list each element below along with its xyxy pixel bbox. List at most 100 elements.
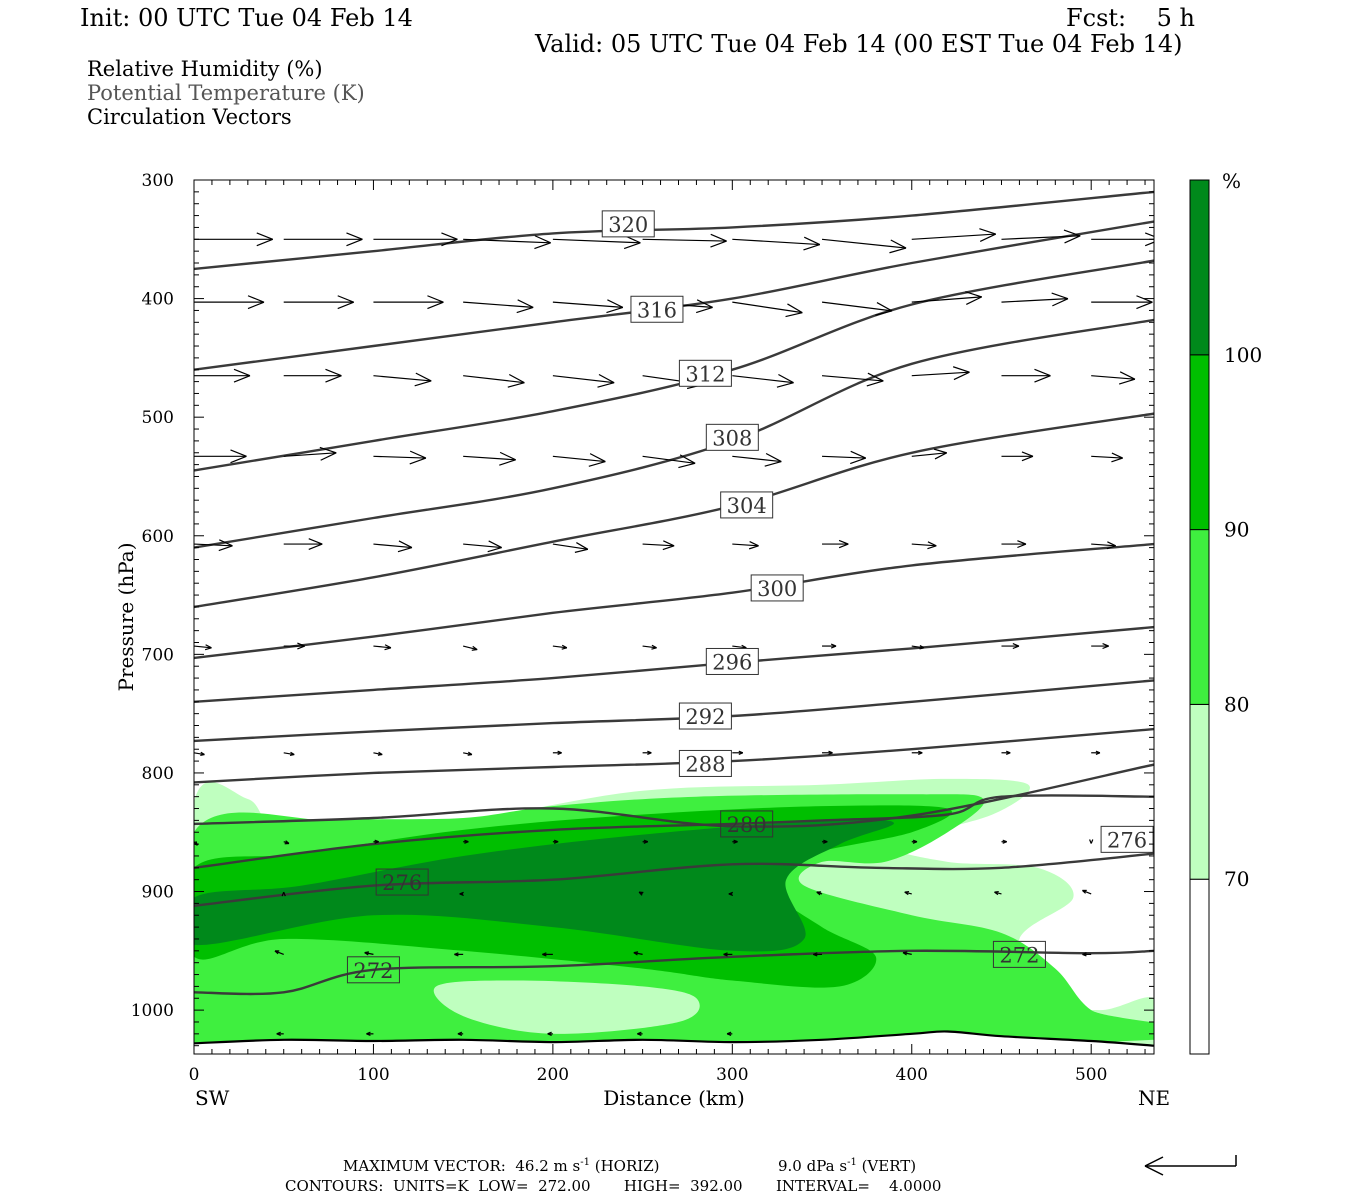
contour-info: CONTOURS: UNITS=K LOW= 272.00 HIGH= 392.… [285,1177,942,1195]
x-tick-label: 100 [357,1065,389,1085]
vector-shaft [1091,455,1123,459]
circulation-vector [637,1031,643,1036]
vector-head-left [409,457,427,465]
vector-head-left [230,455,247,464]
circulation-vector [822,643,837,649]
vector-shaft [732,455,782,463]
vector-head-right [247,295,265,303]
circulation-vector [283,368,342,383]
circulation-vector [552,235,641,250]
theta-label-276: 276 [1100,825,1154,853]
colorbar-bin-70-80 [1189,703,1210,880]
circulation-vector [194,644,212,651]
theta-label-box [678,702,732,730]
vector-head-right [517,299,534,308]
circulation-vector [732,540,759,550]
theta-label-288: 288 [678,749,732,777]
vector-head-right [607,299,624,308]
vector-head-left [1106,545,1116,550]
y-tick-label: 1000 [131,1001,174,1021]
vector-head-left [678,462,696,469]
vector-head-left [441,238,458,247]
circulation-vector [911,366,970,381]
rh-region-70-pocket [433,980,700,1034]
circulation-vector [911,541,937,550]
circulation-vector [638,891,644,896]
vector-shaft [552,543,588,550]
vector-head-right [876,302,893,312]
vector-head-right [200,751,205,756]
circulation-vector [911,644,925,650]
vector-head-right [813,953,818,957]
vector-head-right [830,643,837,647]
vector-shaft [194,752,205,756]
circulation-vector [642,233,727,248]
circulation-vector [364,951,374,956]
vector-head-left [662,545,675,551]
x-left-endpoint-label: SW [195,1086,230,1110]
vector-head-left [325,375,342,383]
vector-head-right [637,1033,642,1036]
vector-head-right [927,541,937,547]
circulation-vector [463,751,473,756]
theta-label-box [720,810,774,838]
vector-head-right [427,295,444,303]
rh-region-100 [194,819,894,952]
vector-head-right [726,1033,732,1036]
vector-shaft [373,543,412,549]
vector-head-right [409,450,427,459]
vector-head-right [398,540,413,549]
vector-head-left [776,382,794,388]
vector-shaft [373,455,426,459]
circulation-vector [1001,229,1081,244]
circulation-vector [633,951,643,956]
circulation-vector [373,540,413,553]
theta-contour-276 [194,794,1154,869]
vector-head-right [459,893,464,897]
circulation-vector [994,890,1002,896]
theta-label-272: 272 [346,956,400,984]
circulation-vector [274,950,284,955]
circulation-vector [726,1031,733,1036]
vector-head-left [534,242,551,250]
vector-shaft [642,455,696,464]
y-axis-title: Pressure (hPa) [114,543,138,692]
vector-head-right [1119,371,1136,380]
circulation-vector [1082,952,1092,957]
circulation-vector [457,1031,464,1036]
theta-label-box [705,647,759,675]
vector-head-right [454,953,459,957]
vector-head-right [467,751,473,756]
colorbar-bin-<70 [1189,878,1210,1055]
valid-time: Valid: 05 UTC Tue 04 Feb 14 (00 EST Tue … [535,30,1183,58]
vector-head-left [337,301,354,310]
circulation-vector [552,373,615,388]
vert-vector-exponent: -1 [847,1157,857,1168]
init-time: Init: 00 UTC Tue 04 Feb 14 [80,4,413,32]
circulation-vector [1091,295,1153,310]
circulation-vector [904,890,912,896]
circulation-vectors [194,228,1154,1036]
x-tick-label: 500 [1075,1065,1107,1085]
y-tick-label: 500 [142,408,174,428]
theta-label-272: 272 [992,940,1046,968]
vector-head-right [1051,292,1069,300]
circulation-vector [283,446,337,461]
vector-head-right [346,232,363,240]
circulation-vector [366,1031,374,1036]
vector-head-right [919,644,925,649]
vector-head-right [319,446,337,454]
vector-head-right [547,1033,552,1036]
vector-head-right [219,539,233,547]
vector-head-right [738,750,744,754]
circulation-vector [911,228,997,242]
circulation-vector [463,451,516,466]
vector-head-left [346,238,363,247]
vector-head-right [918,750,923,754]
vector-head-right [816,891,821,896]
vector-head-right [384,644,392,649]
circulation-vector [463,235,551,250]
vector-shaft [463,455,516,461]
vector-shaft [283,452,337,457]
